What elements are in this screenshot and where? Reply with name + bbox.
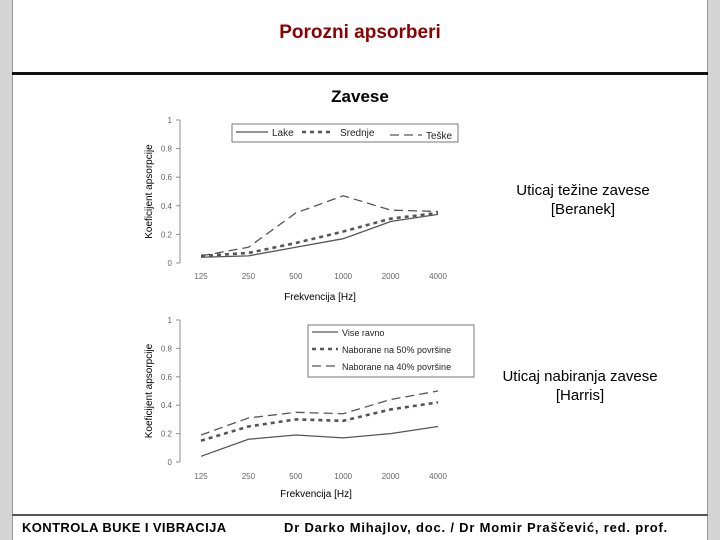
section-heading: Zavese	[331, 87, 389, 106]
chart2-y-tick-label: 1	[168, 316, 173, 325]
chart2-x-tick-label: 250	[242, 472, 256, 481]
chart2-series-line-1	[200, 425, 439, 457]
chart1-legend-box	[231, 123, 459, 143]
footer-divider	[12, 514, 708, 516]
chart2-series-line-2	[200, 401, 439, 442]
chart2-x-tick-label: 500	[289, 472, 303, 481]
chart2-legend-label-1: Vise ravno	[342, 328, 384, 338]
chart2-y-tick-label: 0.2	[161, 430, 173, 439]
caption-beranek-line2: [Beranek]	[550, 201, 616, 218]
chart1-legend-label-1: Lake	[272, 128, 294, 139]
caption-harris-line1: Uticaj nabiranja zavese	[502, 368, 658, 385]
slide-title: Porozni apsorberi	[279, 22, 441, 43]
chart1-x-tick-label: 4000	[429, 272, 447, 281]
chart1-series-line-1	[200, 213, 439, 258]
chart2-x-tick-label: 4000	[429, 472, 447, 481]
chart1-x-tick-label: 1000	[334, 272, 352, 281]
caption-beranek: Uticaj težine zavese [Beranek]	[496, 181, 670, 219]
caption-harris-line2: [Harris]	[555, 387, 605, 404]
chart2-legend-label-2: Naborane na 50% površine	[342, 345, 451, 355]
chart1-x-tick-label: 250	[242, 272, 256, 281]
chart1-legend-label-3: Teške	[426, 131, 453, 142]
chart1-y-axis-title: Koeficijent apsorpcije	[144, 144, 155, 239]
chart1-y-tick-label: 1	[168, 116, 173, 125]
chart1-x-tick-label: 2000	[382, 272, 400, 281]
chart2-y-tick-label: 0.8	[161, 344, 173, 353]
chart2-x-tick-label: 2000	[382, 472, 400, 481]
title-divider	[12, 72, 708, 75]
footer-course-title: KONTROLA BUKE I VIBRACIJA	[22, 520, 227, 535]
caption-harris: Uticaj nabiranja zavese [Harris]	[490, 367, 670, 405]
chart2-x-tick-label: 125	[194, 472, 208, 481]
left-frame-border	[0, 0, 13, 540]
chart1-y-tick-label: 0.6	[161, 173, 173, 182]
chart2-y-tick-label: 0.4	[161, 401, 173, 410]
chart2-legend-box	[307, 324, 475, 378]
chart1-legend-label-2: Srednje	[340, 128, 375, 139]
chart2-x-axis-title: Frekvencija [Hz]	[280, 489, 352, 500]
chart1-y-tick-label: 0	[168, 259, 173, 268]
chart2-y-tick-label: 0.6	[161, 373, 173, 382]
chart1-series-line-2	[200, 211, 439, 258]
chart2-y-axis-title: Koeficijent apsorpcije	[144, 343, 155, 438]
chart1-series-line-3	[200, 195, 439, 257]
chart1-x-tick-label: 125	[194, 272, 208, 281]
chart2-y-tick-label: 0	[168, 458, 173, 467]
chart1-y-tick-label: 0.2	[161, 230, 173, 239]
chart1-y-tick-label: 0.8	[161, 145, 173, 154]
chart1-y-tick-label: 0.4	[161, 202, 173, 211]
chart1-x-tick-label: 500	[289, 272, 303, 281]
chart2-series-line-3	[200, 390, 439, 436]
right-frame-border	[707, 0, 720, 540]
chart2-x-tick-label: 1000	[334, 472, 352, 481]
footer-authors: Dr Darko Mihajlov, doc. / Dr Momir Prašč…	[284, 520, 669, 535]
caption-beranek-line1: Uticaj težine zavese	[516, 182, 650, 199]
chart1-x-axis-title: Frekvencija [Hz]	[284, 292, 356, 303]
chart2-legend-label-3: Naborane na 40% površine	[342, 362, 451, 372]
